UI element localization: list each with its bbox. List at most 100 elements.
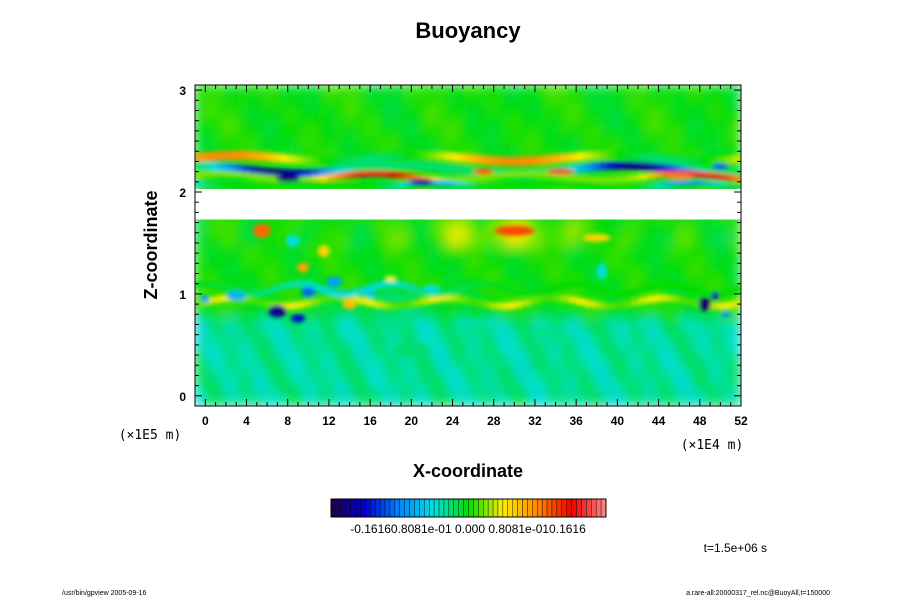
heatmap-cell [659, 92, 671, 102]
heatmap-cell [356, 108, 368, 118]
heatmap-cell [700, 333, 712, 343]
positive-wave-band [327, 174, 336, 181]
heatmap-cell [285, 397, 297, 406]
upper-wave-band [514, 156, 524, 166]
lower-wave-band [537, 181, 547, 187]
heatmap-cell [730, 365, 741, 375]
heatmap-cell [497, 236, 509, 246]
heatmap-cell [214, 261, 226, 271]
lower-wave-band [444, 180, 453, 186]
lower-wave-band [545, 180, 555, 186]
heatmap-cell [285, 373, 297, 383]
heatmap-cell [336, 309, 348, 319]
heatmap-cell [588, 92, 600, 102]
heatmap-cell [437, 373, 449, 383]
heatmap-cell [285, 309, 297, 319]
heatmap-cell [416, 245, 429, 255]
lower-wave-band [678, 180, 687, 186]
heatmap-cell [437, 349, 449, 359]
heatmap-cell [639, 228, 651, 238]
heatmap-cell [619, 381, 631, 391]
lower-wave-band [646, 183, 656, 189]
heatmap-cell [477, 309, 489, 319]
heatmap-cell [265, 397, 277, 406]
heatmap-cell [588, 253, 600, 263]
heatmap-cell [669, 124, 681, 134]
upper-wave-band [405, 151, 414, 161]
heatmap-cell [285, 261, 297, 271]
heatmap-cell [629, 317, 641, 327]
heatmap-cell [689, 349, 702, 359]
lower-wave-band [397, 182, 407, 188]
heatmap-cell [366, 389, 378, 399]
upper-wave-band [241, 150, 251, 160]
heatmap-cell [224, 92, 236, 102]
upper-wave-band [701, 156, 711, 166]
lower-wave-band [600, 183, 609, 189]
heatmap-cell [305, 108, 317, 118]
heatmap-cell [336, 357, 348, 367]
negative-wave-band [241, 165, 251, 174]
colorbar-cell [429, 498, 435, 518]
heatmap-cell [558, 309, 570, 319]
eddy [423, 284, 440, 293]
negative-wave-band [451, 165, 461, 174]
heatmap-cell [427, 397, 439, 406]
heatmap-cell [214, 365, 226, 375]
lower-wave-band [459, 182, 469, 188]
negative-wave-band [288, 169, 297, 178]
lower-wave-band [639, 183, 648, 189]
heatmap-cell [376, 236, 388, 246]
heatmap-cell [214, 245, 226, 255]
heatmap-cell [356, 269, 368, 279]
heatmap-cell [497, 325, 509, 335]
positive-wave-band [498, 172, 508, 179]
heatmap-cell [406, 357, 418, 367]
heatmap-cell [356, 317, 368, 327]
heatmap-cell [528, 236, 540, 246]
negative-wave-band [264, 168, 274, 177]
heatmap-cell [639, 140, 651, 150]
heatmap-cell [639, 132, 651, 142]
lower-wave-band [389, 183, 399, 189]
heatmap-cell [487, 389, 499, 399]
heatmap-cell [578, 100, 590, 110]
heatmap-cell [730, 325, 741, 335]
heatmap-cell [538, 228, 550, 238]
heatmap-cell [598, 293, 611, 303]
heatmap-cell [315, 333, 327, 343]
x-axis-label: X-coordinate [413, 461, 523, 481]
mid-yellow-band [522, 299, 531, 307]
heatmap-cell [700, 373, 712, 383]
heatmap-cell [730, 397, 741, 406]
heatmap-cell [639, 92, 651, 102]
heatmap-cell [447, 253, 459, 263]
heatmap-cell [679, 253, 691, 263]
heatmap-cell [619, 357, 631, 367]
eddy [252, 223, 271, 238]
negative-wave-band [202, 161, 212, 170]
eddy [698, 297, 711, 312]
heatmap-cell [406, 253, 418, 263]
heatmap-cell [578, 325, 590, 335]
heatmap-cell [528, 85, 540, 94]
heatmap-cell [598, 124, 611, 134]
heatmap-cell [255, 389, 267, 399]
heatmap-cell [285, 85, 297, 94]
heatmap-cell [245, 228, 257, 238]
heatmap-cell [578, 301, 590, 311]
heatmap-cell [416, 85, 429, 94]
heatmap-cell [518, 220, 530, 230]
heatmap-cell [578, 245, 590, 255]
heatmap-cell [568, 220, 580, 230]
heatmap-cell [528, 92, 540, 102]
colorbar-cell [448, 498, 454, 518]
heatmap-cell [406, 397, 418, 406]
heatmap-cell [639, 245, 651, 255]
heatmap-cell [255, 261, 267, 271]
heatmap-cell [275, 124, 287, 134]
negative-wave-band [717, 169, 726, 178]
positive-wave-band [303, 176, 313, 183]
heatmap-cell [204, 92, 216, 102]
